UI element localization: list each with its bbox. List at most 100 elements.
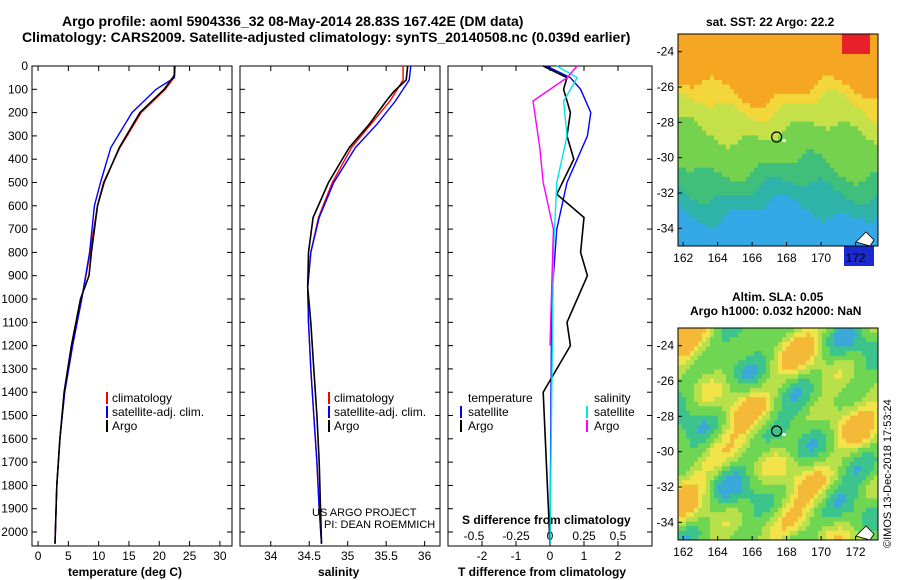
map-cell bbox=[690, 66, 695, 72]
map-cell bbox=[774, 84, 779, 90]
map-cell bbox=[786, 406, 791, 412]
map-cell bbox=[782, 461, 787, 467]
map-cell bbox=[714, 227, 719, 233]
map-cell bbox=[802, 480, 807, 486]
map-cell bbox=[738, 181, 743, 187]
map-cell bbox=[790, 480, 795, 486]
map-cell bbox=[786, 218, 791, 224]
map-cell bbox=[718, 337, 723, 343]
map-cell bbox=[874, 213, 879, 219]
map-cell bbox=[754, 98, 759, 104]
map-cell bbox=[818, 503, 823, 509]
map-cell bbox=[690, 199, 695, 205]
map-cell bbox=[854, 103, 859, 109]
map-cell bbox=[690, 341, 695, 347]
map-cell bbox=[854, 149, 859, 155]
map-cell bbox=[790, 360, 795, 366]
map-cell bbox=[826, 461, 831, 467]
map-cell bbox=[826, 530, 831, 536]
map-cell bbox=[858, 383, 863, 389]
map-cell bbox=[734, 360, 739, 366]
map-cell bbox=[754, 149, 759, 155]
map-cell bbox=[746, 186, 751, 192]
map-cell bbox=[734, 47, 739, 53]
map-cell bbox=[738, 61, 743, 67]
map-cell bbox=[842, 466, 847, 472]
map-cell bbox=[758, 346, 763, 352]
map-cell bbox=[702, 70, 707, 76]
map-cell bbox=[854, 236, 859, 242]
map-cell bbox=[714, 172, 719, 178]
map-cell bbox=[722, 209, 727, 215]
map-cell bbox=[710, 434, 715, 439]
map-cell bbox=[742, 223, 747, 228]
map-cell bbox=[854, 61, 859, 67]
map-cell bbox=[778, 341, 783, 347]
map-cell bbox=[678, 401, 683, 407]
map-cell bbox=[742, 470, 747, 476]
map-cell bbox=[818, 378, 823, 384]
map-cell bbox=[782, 517, 787, 522]
map-cell bbox=[818, 461, 823, 467]
map-cell bbox=[750, 397, 755, 403]
map-cell bbox=[730, 512, 735, 518]
map-cell bbox=[678, 517, 683, 522]
map-cell bbox=[846, 341, 851, 347]
map-cell bbox=[770, 223, 775, 228]
map-cell bbox=[682, 443, 687, 449]
map-cell bbox=[758, 415, 763, 421]
map-cell bbox=[770, 149, 775, 155]
map-cell bbox=[822, 163, 827, 168]
map-cell bbox=[750, 498, 755, 504]
map-cell bbox=[710, 98, 715, 104]
map-cell bbox=[810, 526, 815, 532]
map-cell bbox=[754, 392, 759, 398]
map-cell bbox=[874, 121, 879, 127]
map-cell bbox=[694, 66, 699, 72]
map-cell bbox=[826, 204, 831, 210]
map-cell bbox=[822, 489, 827, 495]
map-cell bbox=[686, 135, 691, 141]
map-cell bbox=[726, 236, 731, 242]
map-cell bbox=[786, 438, 791, 444]
map-cell bbox=[858, 52, 863, 58]
map-cell bbox=[690, 369, 695, 375]
sst-map-title: sat. SST: 22 Argo: 22.2 bbox=[706, 15, 835, 29]
map-cell bbox=[834, 392, 839, 398]
map-cell bbox=[678, 535, 683, 541]
map-cell bbox=[702, 535, 707, 541]
map-cell bbox=[722, 140, 727, 145]
map-cell bbox=[854, 130, 859, 136]
map-cell bbox=[754, 34, 759, 39]
map-cell bbox=[778, 89, 783, 95]
map-cell bbox=[738, 420, 743, 426]
map-cell bbox=[830, 241, 835, 247]
map-cell bbox=[746, 530, 751, 536]
map-cell bbox=[834, 512, 839, 518]
map-cell bbox=[874, 57, 879, 62]
map-cell bbox=[710, 411, 715, 416]
map-cell bbox=[874, 112, 879, 118]
map-cell bbox=[762, 232, 767, 238]
map-cell bbox=[746, 351, 751, 356]
map-cell bbox=[702, 213, 707, 219]
map-cell bbox=[750, 84, 755, 90]
map-cell bbox=[802, 328, 807, 333]
map-cell bbox=[850, 181, 855, 187]
map-cell bbox=[874, 351, 879, 356]
map-cell bbox=[806, 163, 811, 168]
map-cell bbox=[742, 176, 747, 182]
map-cell bbox=[754, 227, 759, 233]
map-cell bbox=[694, 98, 699, 104]
map-cell bbox=[726, 355, 731, 361]
map-cell bbox=[870, 190, 875, 196]
map-cell bbox=[710, 107, 715, 113]
map-cell bbox=[726, 52, 731, 58]
map-cell bbox=[722, 167, 727, 173]
map-cell bbox=[810, 103, 815, 109]
map-cell bbox=[770, 84, 775, 90]
map-cell bbox=[814, 126, 819, 132]
map-cell bbox=[762, 328, 767, 333]
map-cell bbox=[826, 66, 831, 72]
map-cell bbox=[822, 181, 827, 187]
